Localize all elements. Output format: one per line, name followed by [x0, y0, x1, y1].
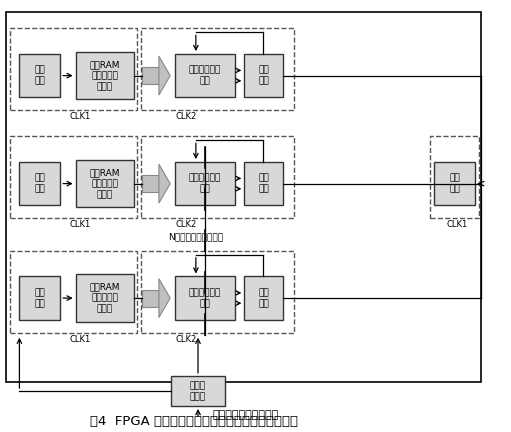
Bar [175, 54, 235, 97]
Text: 待测块存储器
资源: 待测块存储器 资源 [189, 288, 221, 308]
Bar [6, 12, 481, 382]
Polygon shape [159, 279, 170, 318]
Bar [19, 162, 60, 205]
Bar [142, 67, 159, 84]
Polygon shape [159, 56, 170, 95]
Text: CLK1: CLK1 [69, 335, 90, 344]
Bar [175, 162, 235, 205]
Bar [19, 276, 60, 320]
Text: 数据
比较: 数据 比较 [258, 288, 269, 308]
Bar [430, 136, 479, 218]
Bar [142, 175, 159, 192]
Text: 数据
激励: 数据 激励 [34, 288, 45, 308]
Bar [10, 251, 137, 333]
Bar [175, 276, 235, 320]
Bar [141, 28, 294, 110]
Bar [171, 376, 225, 406]
Text: 外部输入差分时钟信号: 外部输入差分时钟信号 [212, 410, 278, 420]
Text: 数据
激励: 数据 激励 [34, 174, 45, 194]
Text: 数据
激励: 数据 激励 [34, 66, 45, 86]
Bar [142, 289, 159, 307]
Text: 时钟管
理单元: 时钟管 理单元 [190, 381, 206, 401]
Text: 双口RAM
跨时钟域数
据传输: 双口RAM 跨时钟域数 据传输 [90, 168, 120, 199]
Bar [76, 52, 134, 99]
Bar [244, 276, 283, 320]
Text: 数据
比较: 数据 比较 [258, 174, 269, 194]
Text: CLK2: CLK2 [176, 335, 197, 344]
Text: CLK1: CLK1 [69, 112, 90, 121]
Bar [76, 160, 134, 207]
Text: 待测块存储器
资源: 待测块存储器 资源 [189, 174, 221, 194]
Bar [244, 54, 283, 97]
Text: CLK2: CLK2 [176, 112, 197, 121]
Text: 数据
比较: 数据 比较 [258, 66, 269, 86]
Bar [141, 136, 294, 218]
Text: 双口RAM
跨时钟域数
据传输: 双口RAM 跨时钟域数 据传输 [90, 283, 120, 314]
Text: 双口RAM
跨时钟域数
据传输: 双口RAM 跨时钟域数 据传输 [90, 60, 120, 91]
Bar [434, 162, 475, 205]
Text: N个待测块存储器资源: N个待测块存储器资源 [168, 232, 223, 241]
Text: 图4  FPGA 器件片内多个块存储器资源功能验证框架: 图4 FPGA 器件片内多个块存储器资源功能验证框架 [90, 415, 298, 428]
Text: CLK1: CLK1 [446, 220, 468, 229]
Bar [244, 162, 283, 205]
Bar [10, 28, 137, 110]
Text: 待测块存储器
资源: 待测块存储器 资源 [189, 66, 221, 86]
Bar [141, 251, 294, 333]
Bar [76, 274, 134, 322]
Bar [10, 136, 137, 218]
Bar [19, 54, 60, 97]
Polygon shape [159, 164, 170, 203]
Text: CLK2: CLK2 [176, 220, 197, 229]
Text: 结果
显示: 结果 显示 [449, 174, 460, 194]
Text: CLK1: CLK1 [69, 220, 90, 229]
